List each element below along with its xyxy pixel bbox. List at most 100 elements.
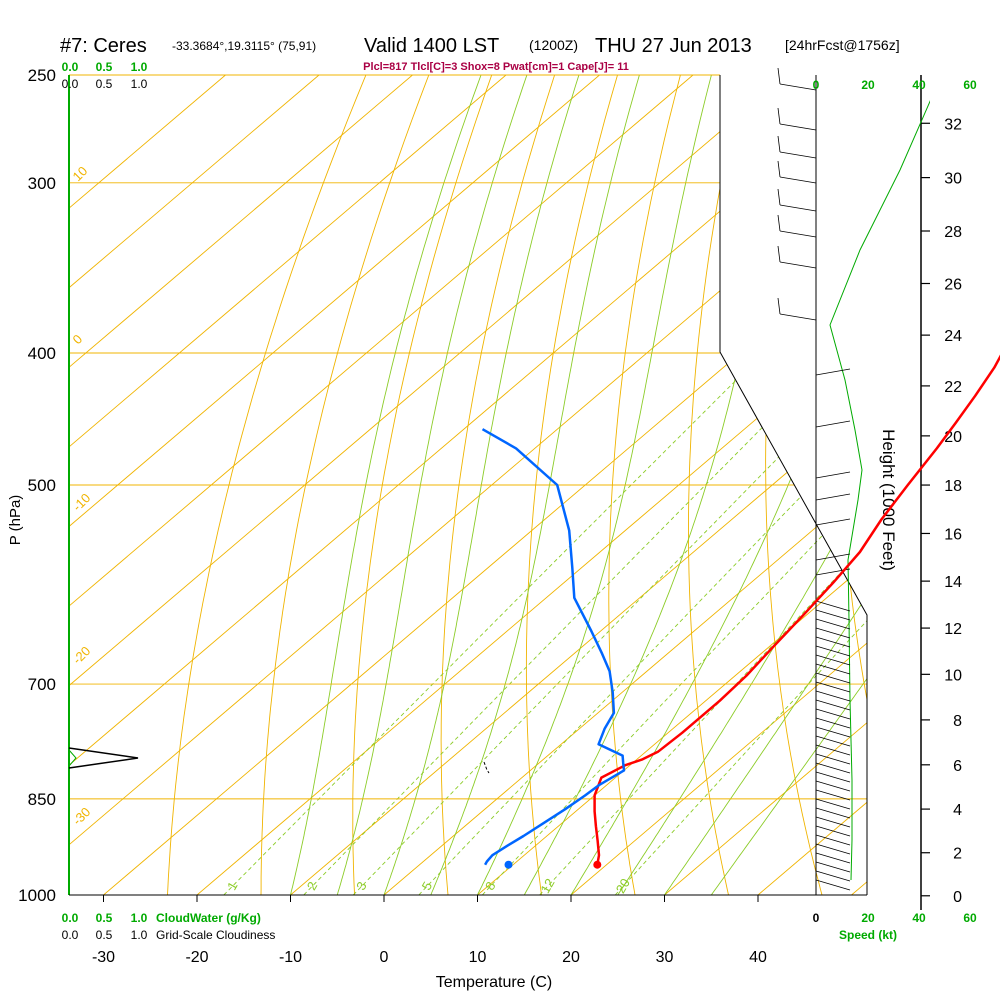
wind-barb <box>815 681 851 693</box>
station-coords: -33.3684°,19.3115° (75,91) <box>172 39 316 53</box>
y-axis-label: P (hPa) <box>7 495 24 546</box>
wind-barb <box>779 123 817 131</box>
wind-barb <box>779 313 817 321</box>
cloudwater-top-tick: 1.0 <box>131 60 148 74</box>
isotherm <box>570 642 867 895</box>
diagram-boundary <box>719 75 868 895</box>
isotherm-label: -10 <box>70 490 94 514</box>
moist-adiabat <box>477 75 712 895</box>
isotherm-label: 10 <box>70 163 91 184</box>
wind-barb <box>815 636 851 648</box>
height-tick-label: 2 <box>953 846 962 863</box>
wind-speed-profile <box>829 100 930 881</box>
temperature-trace <box>593 354 1000 865</box>
mixing-ratio-line <box>303 352 837 895</box>
temperature-tick-label: 10 <box>469 949 487 966</box>
valid-time: Valid 1400 LST <box>364 35 499 57</box>
wind-barb <box>815 627 851 639</box>
height-tick-label: 16 <box>944 526 962 543</box>
pressure-tick-label: 500 <box>28 476 56 495</box>
speed-top-tick: 60 <box>963 78 977 92</box>
dewpoint-trace <box>481 428 626 866</box>
pressure-tick-label: 300 <box>28 174 56 193</box>
wind-barb <box>815 663 851 675</box>
wind-barb-flag <box>777 67 781 85</box>
moist-adiabat <box>290 75 482 895</box>
height-tick-label: 26 <box>944 277 962 294</box>
moist-adiabat <box>383 75 580 895</box>
valid-date: THU 27 Jun 2013 <box>595 35 752 57</box>
height-tick-label: 12 <box>944 621 962 638</box>
mixing-ratio-label: 12 <box>537 876 557 896</box>
speed-bottom-tick: 0 <box>813 911 820 925</box>
height-tick-label: 10 <box>944 667 962 684</box>
height-tick-label: 0 <box>953 889 962 906</box>
zulu-time: (1200Z) <box>529 37 578 53</box>
height-tick-label: 8 <box>953 713 962 730</box>
cloudwater-top-tick: 0.0 <box>62 60 79 74</box>
height-tick-label: 6 <box>953 758 962 775</box>
wind-barb <box>815 834 851 846</box>
wind-barb-flag <box>777 188 781 206</box>
wind-barb <box>815 870 851 882</box>
wind-barb <box>815 618 851 630</box>
wind-barb <box>815 699 851 711</box>
dry-adiabat <box>525 75 618 895</box>
speed-bottom-tick: 60 <box>963 911 977 925</box>
wind-barb <box>815 690 851 702</box>
pressure-ticks: 250 300 400 500 700 850 1000 <box>18 66 56 905</box>
cloudiness-bottom-tick: 1.0 <box>131 928 148 942</box>
wind-barb <box>815 471 851 479</box>
speed-profile-line <box>829 100 930 881</box>
dry-adiabat <box>608 75 681 895</box>
mixing-ratio-labels: 1 2 3 5 8 12 20 <box>224 876 633 896</box>
wind-barb <box>815 645 851 657</box>
wind-barb <box>815 708 851 720</box>
isotherm <box>69 75 413 368</box>
cloudwater-bottom-tick: 1.0 <box>131 911 148 925</box>
wind-barb <box>779 261 817 269</box>
forecast-label: [24hrFcst@1756z] <box>785 37 900 53</box>
cloud-fraction-marker <box>68 747 139 769</box>
wind-barb <box>815 825 851 837</box>
mixing-ratio-label: 20 <box>613 876 633 896</box>
wind-barb <box>779 83 817 91</box>
dry-adiabat <box>440 75 556 895</box>
wind-barb <box>815 762 851 774</box>
temperature-ticks: -30 -20 -10 0 10 20 30 40 <box>92 895 767 966</box>
wind-barb <box>815 852 851 864</box>
isotherm <box>477 562 867 895</box>
station-title: #7: Ceres <box>60 35 147 57</box>
temperature-tick-label: -20 <box>185 949 208 966</box>
wind-barb <box>779 151 817 159</box>
wind-barb <box>815 753 851 765</box>
wind-barb <box>815 600 851 612</box>
pressure-tick-label: 700 <box>28 675 56 694</box>
speed-top-tick: 40 <box>912 78 926 92</box>
wind-barb <box>815 780 851 792</box>
height-tick-label: 20 <box>944 429 962 446</box>
moist-adiabat <box>710 677 867 895</box>
speed-axis-labels: 0 20 40 600 20 40 60 <box>813 78 977 925</box>
mixing-ratio-label: 5 <box>419 879 436 893</box>
speed-bottom-tick: 20 <box>861 911 875 925</box>
isotherm-label: -20 <box>70 643 94 667</box>
cloudiness-top-tick: 0.0 <box>62 77 79 91</box>
temperature-tick-label: -30 <box>92 949 115 966</box>
speed-top-tick: 0 <box>813 78 820 92</box>
wind-barb-flag <box>777 297 781 315</box>
height-tick-label: 32 <box>944 116 962 133</box>
surface-temperature-marker <box>593 860 602 869</box>
wind-barb <box>779 230 817 238</box>
wind-barb <box>779 204 817 212</box>
dry-adiabat <box>167 75 367 895</box>
wind-barb <box>815 368 851 376</box>
wind-barb <box>815 735 851 747</box>
isotherm <box>664 722 867 895</box>
wind-barb-flag <box>777 160 781 178</box>
wind-barb-flag <box>777 214 781 232</box>
wind-barb <box>815 654 851 666</box>
height-tick-label: 14 <box>944 574 962 591</box>
